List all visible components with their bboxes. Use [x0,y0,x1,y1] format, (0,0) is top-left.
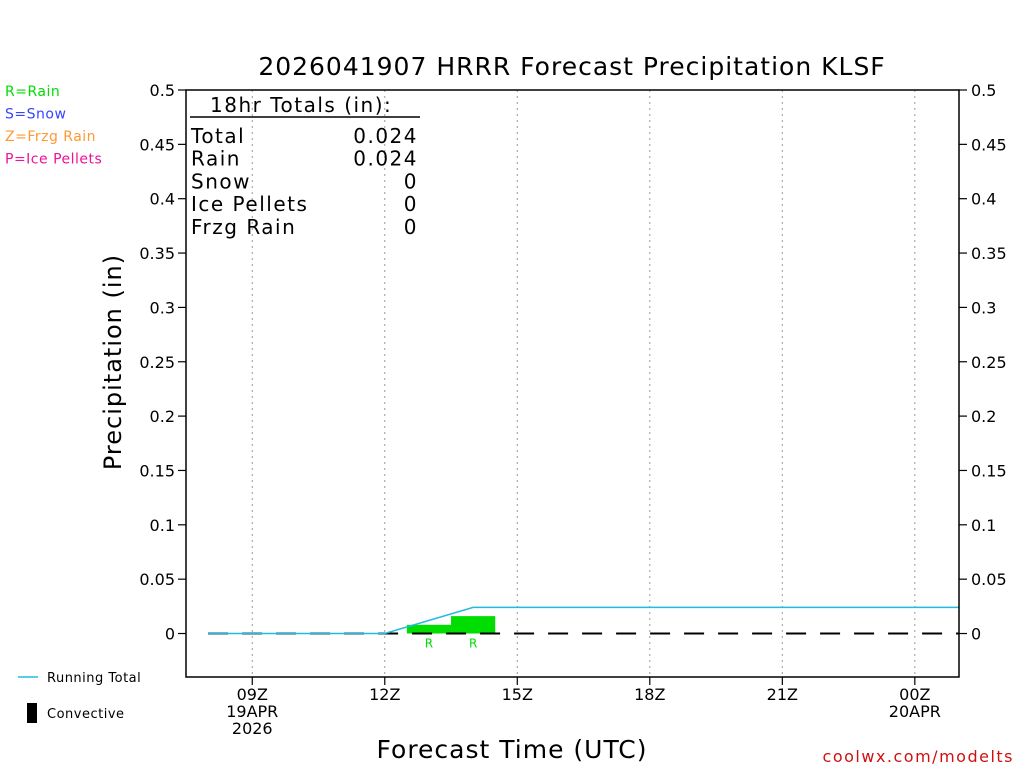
type-legend-item: Z=Frzg Rain [5,129,96,145]
x-tick-label: 18Z [634,685,665,704]
running-total-legend-label: Running Total [47,671,141,686]
y-tick-label-right: 0.4 [971,190,996,209]
bottom-legend: Running Total Convective [18,671,141,723]
totals-row-value: 0.024 [353,124,418,148]
y-tick-label-right: 0.25 [971,353,1007,372]
totals-box: 18hr Totals (in): Total 0.024 Rain 0.024 Sno… [190,93,420,239]
totals-row-value: 0 [404,215,418,239]
convective-swatch [27,703,37,723]
precip-bar-type-label: R [425,637,433,651]
y-axis-label: Precipitation (in) [99,254,127,470]
convective-legend-label: Convective [47,707,125,722]
y-tick-label-right: 0.1 [971,516,996,535]
y-tick-label-right: 0.45 [971,135,1007,154]
y-tick-label-left: 0.25 [139,353,175,372]
credit-text: coolwx.com/modelts [823,747,1014,766]
totals-row-label: Total [190,124,245,148]
totals-row-label: Ice Pellets [191,192,308,216]
totals-row-value: 0 [404,169,418,193]
x-axis-label: Forecast Time (UTC) [377,735,648,764]
y-tick-label-left: 0 [165,625,175,644]
plot-frame [185,89,960,678]
type-legend-item: R=Rain [5,84,60,100]
y-tick-label-right: 0.35 [971,244,1007,263]
y-tick-label-left: 0.15 [139,461,175,480]
y-tick-label-left: 0.3 [150,298,175,317]
type-legend-item: P=Ice Pellets [5,152,102,168]
y-tick-label-right: 0.2 [971,407,996,426]
x-tick-label: 21Z [767,685,798,704]
y-tick-label-right: 0.05 [971,570,1007,589]
grid [251,90,916,677]
x-tick-label: 19APR [226,702,278,721]
y-tick-label-left: 0.45 [139,135,175,154]
y-tick-label-left: 0.1 [150,516,175,535]
y-tick-label-right: 0.15 [971,461,1007,480]
y-tick-label-right: 0 [971,625,981,644]
totals-row-label: Rain [191,147,241,171]
totals-row-label: Frzg Rain [191,215,296,239]
y-tick-label-left: 0.4 [150,190,175,209]
totals-heading: 18hr Totals (in): [210,93,392,117]
y-tick-label-right: 0.5 [971,81,996,100]
y-tick-label-right: 0.3 [971,298,996,317]
precip-bar-type-label: R [469,637,477,651]
totals-row-value: 0.024 [353,147,418,171]
y-tick-label-left: 0.35 [139,244,175,263]
x-tick-label: 2026 [232,719,273,738]
y-axis: 0.5 0.5 0.45 0.45 0.4 0.4 0.35 0.35 0.3 0.3 0.25 0.… [139,81,1006,644]
totals-row-label: Snow [191,169,251,193]
x-tick-label: 12Z [369,685,400,704]
type-legend-item: S=Snow [5,107,66,123]
lines [208,606,959,635]
x-tick-label: 09Z [237,685,268,704]
y-tick-label-left: 0.5 [150,81,175,100]
x-tick-label: 20APR [889,702,941,721]
y-tick-label-left: 0.05 [139,570,175,589]
totals-row-value: 0 [404,192,418,216]
y-tick-label-left: 0.2 [150,407,175,426]
x-tick-label: 00Z [899,685,930,704]
precip-bar [451,616,496,634]
x-tick-label: 15Z [502,685,533,704]
precip-bar [406,624,452,634]
chart-title: 2026041907 HRRR Forecast Precipitation K… [258,52,885,81]
type-legend: R=Rain S=Snow Z=Frzg Rain P=Ice Pellets [5,84,102,168]
running-total-line [208,606,959,635]
